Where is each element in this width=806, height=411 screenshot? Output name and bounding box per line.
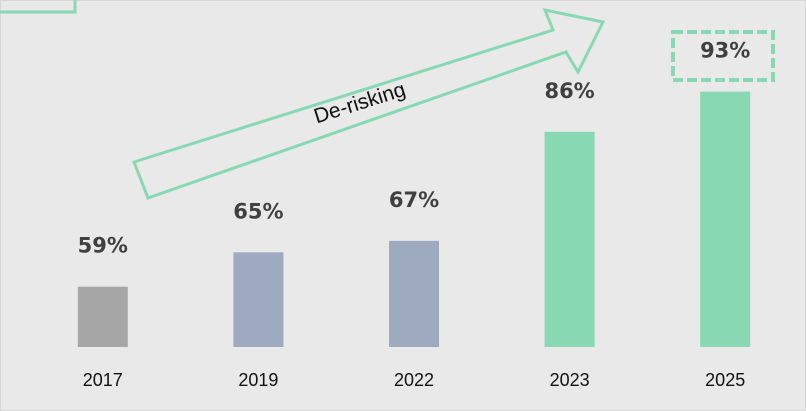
- value-label: 65%: [233, 199, 283, 223]
- x-tick-label: 2022: [394, 370, 434, 390]
- value-label: 59%: [78, 234, 128, 258]
- x-tick-label: 2025: [705, 370, 745, 390]
- x-tick-label: 2017: [83, 370, 123, 390]
- bar: [233, 252, 284, 347]
- value-label: 67%: [389, 188, 439, 212]
- bar: [544, 131, 595, 347]
- x-tick-label: 2023: [550, 370, 590, 390]
- highlight-box: [671, 30, 775, 82]
- bar: [77, 286, 128, 347]
- trend-arrow: [132, 7, 606, 200]
- corner-box: [0, 0, 77, 14]
- value-label: 93%: [700, 39, 750, 63]
- value-label: 86%: [544, 79, 594, 103]
- bar: [700, 91, 751, 347]
- bar: [389, 240, 439, 347]
- x-tick-label: 2019: [238, 370, 278, 390]
